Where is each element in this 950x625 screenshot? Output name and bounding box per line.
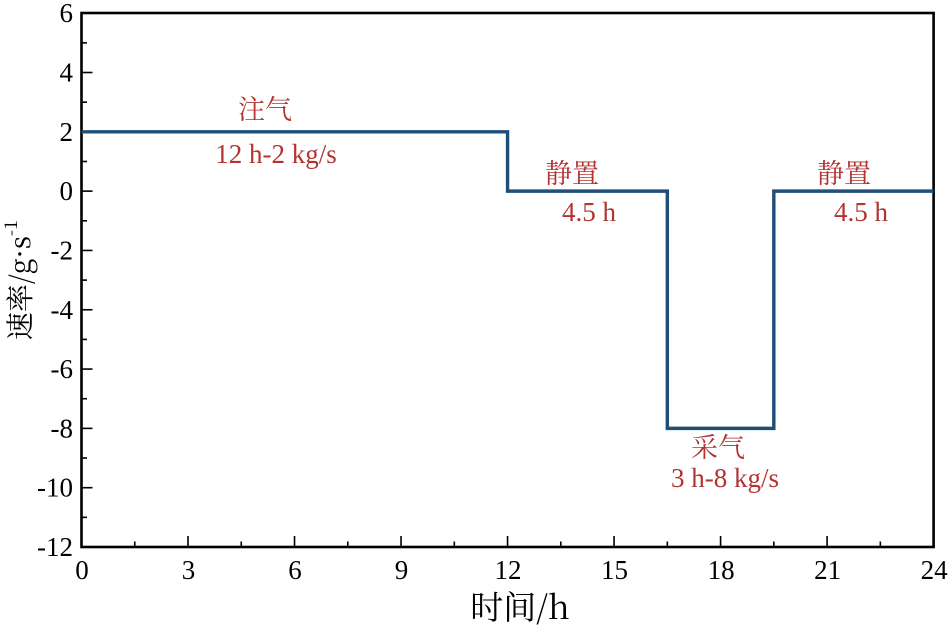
svg-text:4: 4 <box>60 58 74 88</box>
svg-text:-4: -4 <box>51 295 74 325</box>
svg-text:15: 15 <box>601 555 628 585</box>
svg-text:0: 0 <box>75 555 89 585</box>
svg-text:0: 0 <box>60 176 74 206</box>
svg-text:静置: 静置 <box>545 152 599 191</box>
svg-text:9: 9 <box>395 555 409 585</box>
svg-text:3: 3 <box>182 555 196 585</box>
svg-text:4.5 h: 4.5 h <box>834 197 889 227</box>
svg-text:6: 6 <box>288 555 302 585</box>
svg-text:静置: 静置 <box>817 152 871 191</box>
svg-text:21: 21 <box>814 555 841 585</box>
svg-text:6: 6 <box>60 0 74 28</box>
svg-text:-2: -2 <box>51 236 74 266</box>
svg-text:速率/g·s-1: 速率/g·s-1 <box>0 220 39 340</box>
svg-text:3 h-8 kg/s: 3 h-8 kg/s <box>671 463 779 493</box>
svg-text:18: 18 <box>708 555 735 585</box>
svg-text:时间/h: 时间/h <box>470 582 570 625</box>
svg-text:12: 12 <box>495 555 522 585</box>
svg-text:采气: 采气 <box>691 426 745 465</box>
svg-text:-8: -8 <box>51 413 74 443</box>
svg-text:-12: -12 <box>37 532 73 562</box>
svg-text:-10: -10 <box>37 473 73 503</box>
svg-text:2: 2 <box>60 117 74 147</box>
svg-text:24: 24 <box>921 555 949 585</box>
svg-text:12 h-2 kg/s: 12 h-2 kg/s <box>215 139 337 169</box>
svg-text:注气: 注气 <box>238 88 292 127</box>
svg-text:4.5 h: 4.5 h <box>562 197 617 227</box>
svg-text:-6: -6 <box>51 354 74 384</box>
